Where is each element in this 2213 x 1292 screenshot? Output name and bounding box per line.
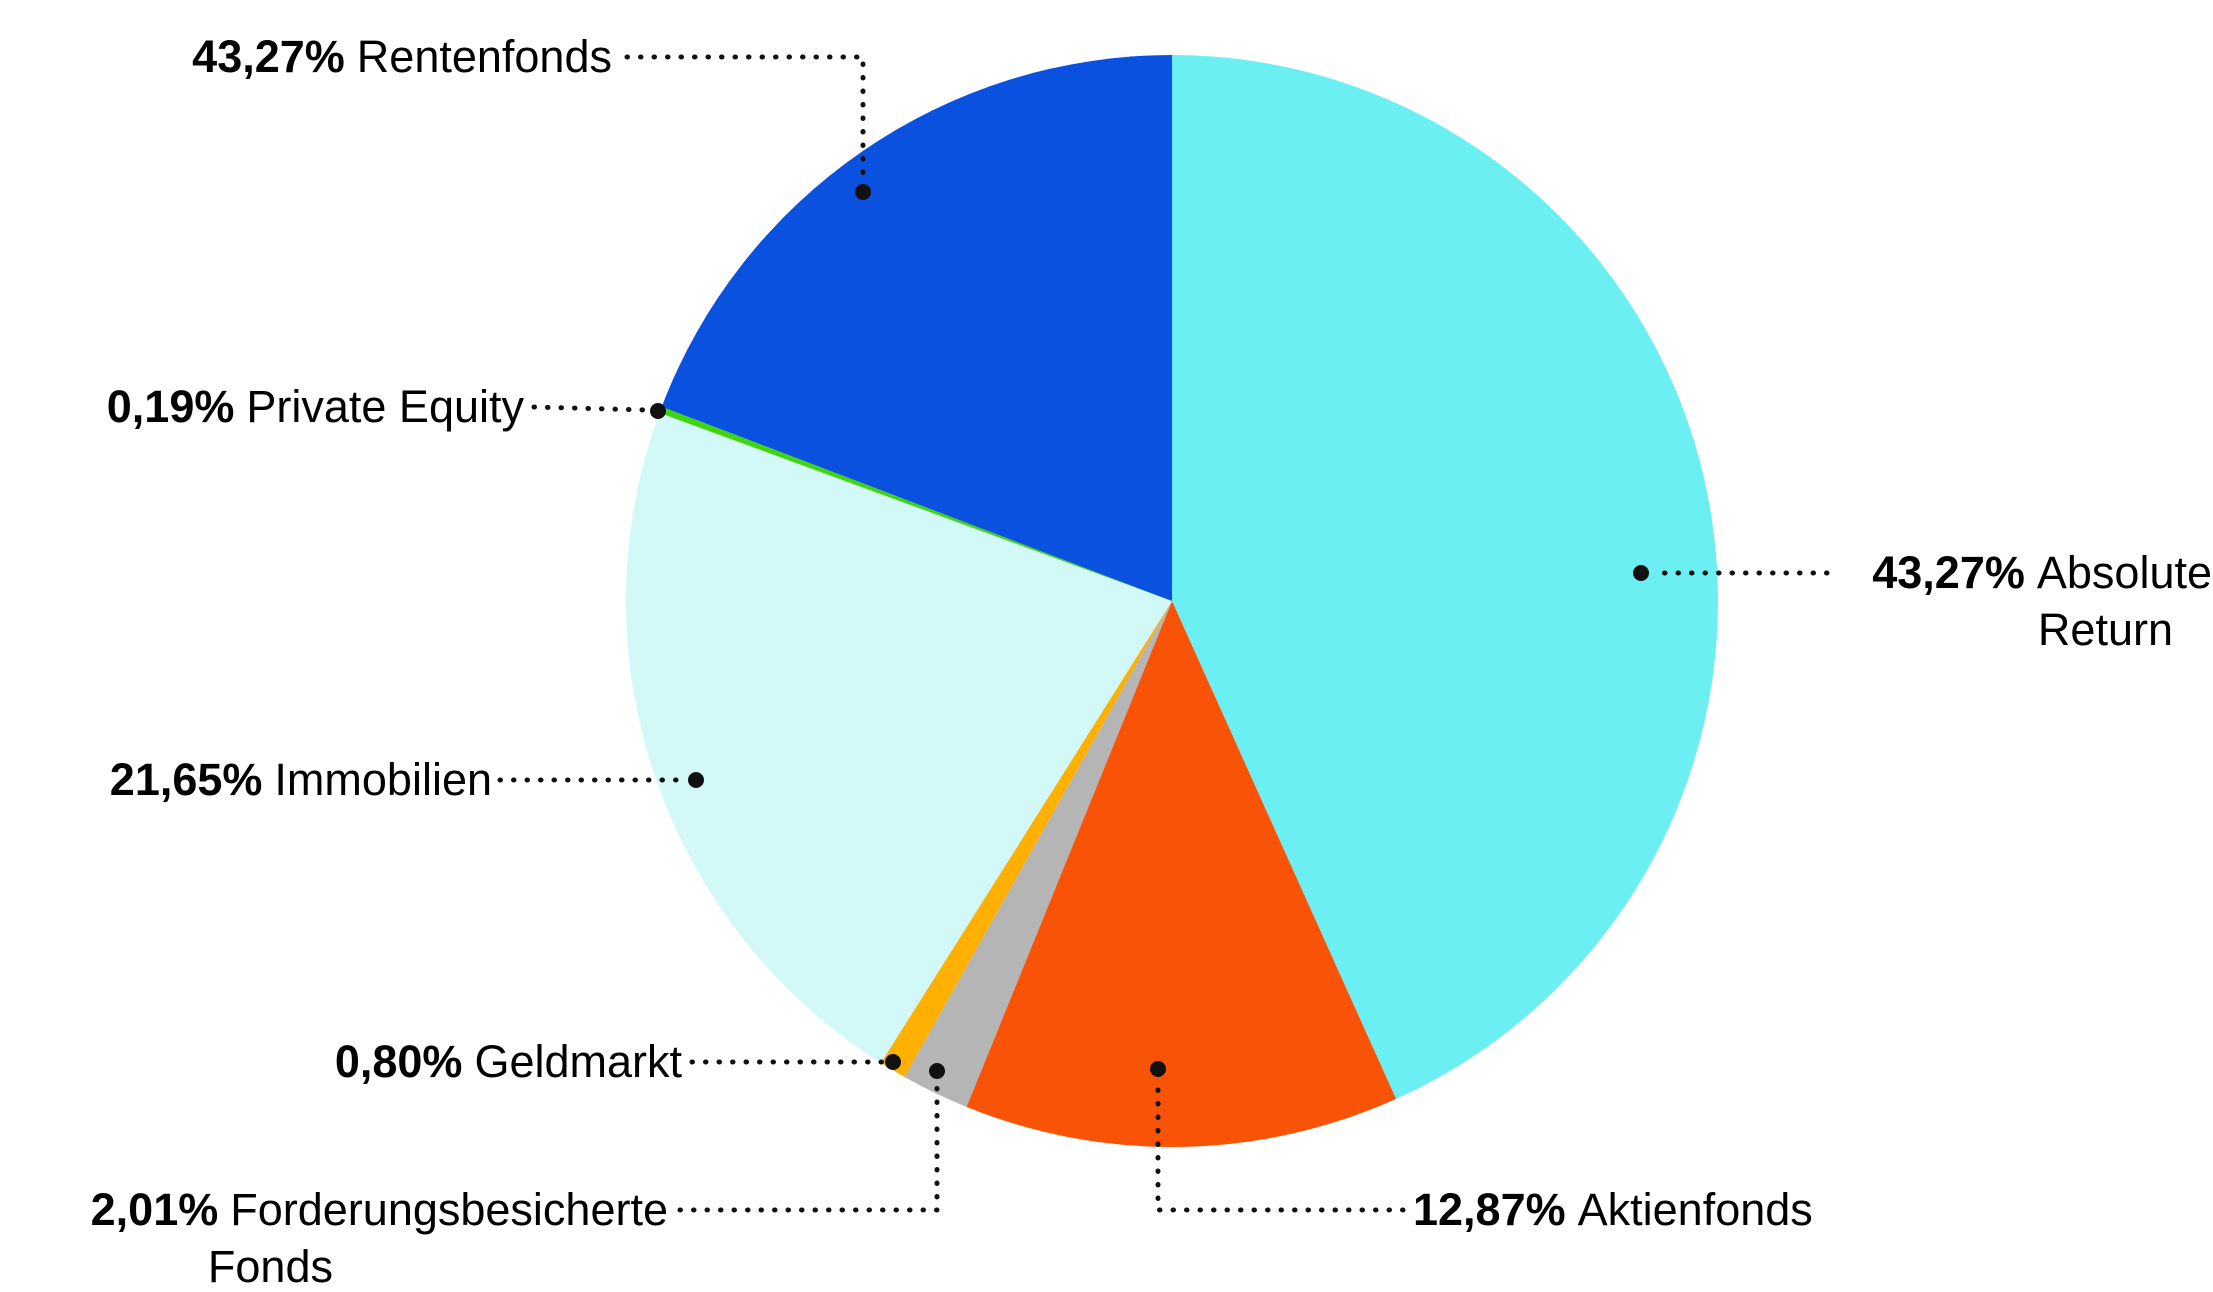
label-forderung-text: Forderungsbesicherte: [230, 1184, 668, 1235]
label-aktienfonds-pct: 12,87%: [1413, 1184, 1566, 1235]
dot-rentenfonds: [855, 184, 871, 200]
label-immobilien-text: Immobilien: [274, 754, 492, 805]
label-forderung-line1: 2,01% Forderungsbesicherte: [28, 1181, 668, 1238]
leader-lines: [497, 54, 1830, 1213]
dot-private-equity: [650, 403, 666, 419]
label-rentenfonds: 43,27% Rentenfonds: [102, 28, 612, 85]
leader-rentenfonds: [624, 54, 866, 185]
label-geldmarkt-pct: 0,80%: [334, 1036, 463, 1087]
label-absolute-return: 43,27% Absolute Return: [1836, 544, 2212, 658]
label-aktienfonds-text: Aktienfonds: [1577, 1184, 1813, 1235]
pie-slice-immobilien: [625, 412, 1172, 1063]
label-rentenfonds-pct: 43,27%: [192, 31, 345, 82]
label-geldmarkt: 0,80% Geldmarkt: [222, 1033, 682, 1090]
label-absolute-text: Absolute: [2036, 547, 2212, 598]
pie-slice-forderungsbesicherte-fonds: [904, 601, 1172, 1107]
label-absolute-line1: 43,27% Absolute: [1836, 544, 2212, 601]
label-private-equity-text: Private Equity: [246, 381, 524, 432]
dot-immobilien: [688, 772, 704, 788]
dot-aktienfonds: [1150, 1061, 1166, 1077]
label-forderung-line2: Fonds: [207, 1241, 333, 1292]
pie-slices: [625, 54, 1719, 1147]
pie-slice-rentenfonds: [661, 54, 1172, 601]
label-absolute-pct: 43,27%: [1872, 547, 2025, 598]
label-geldmarkt-text: Geldmarkt: [474, 1036, 682, 1087]
label-forderungsbesicherte-fonds: 2,01% Forderungsbesicherte Fonds: [28, 1181, 668, 1292]
pie-slice-absolute-return: [1172, 55, 1719, 1099]
label-immobilien: 21,65% Immobilien: [62, 751, 492, 808]
label-forderung-pct: 2,01%: [90, 1184, 219, 1235]
label-aktienfonds: 12,87% Aktienfonds: [1413, 1181, 1973, 1238]
label-absolute-line2: Return: [2037, 604, 2173, 655]
dot-geldmarkt: [885, 1054, 901, 1070]
pie-slice-aktienfonds: [966, 601, 1397, 1147]
leader-aktienfonds: [1155, 1078, 1406, 1213]
leader-forderung: [677, 1080, 940, 1213]
leader-private-equity: [531, 404, 649, 413]
label-rentenfonds-text: Rentenfonds: [356, 31, 612, 82]
dot-absolute: [1633, 565, 1649, 581]
dot-forderung: [929, 1063, 945, 1079]
pie-slice-geldmarkt: [880, 601, 1172, 1077]
label-private-equity: 0,19% Private Equity: [64, 378, 524, 435]
label-immobilien-pct: 21,65%: [109, 754, 263, 805]
pie-slice-private-equity: [659, 406, 1172, 601]
label-private-equity-pct: 0,19%: [106, 381, 235, 432]
